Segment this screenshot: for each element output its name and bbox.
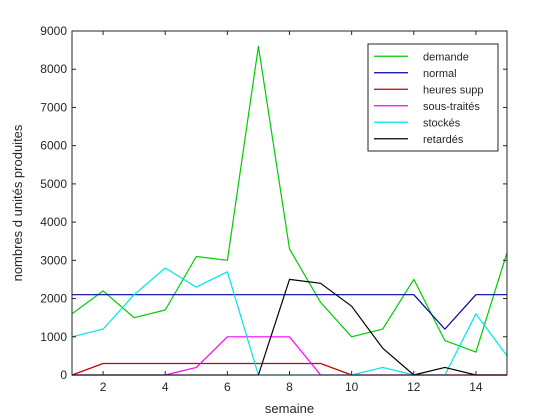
y-tick-label: 5000 [40,177,67,191]
y-tick-label: 0 [60,368,67,382]
legend-label: normal [423,68,457,80]
y-tick-label: 7000 [40,100,67,114]
y-tick-label: 2000 [40,292,67,306]
y-tick-label: 3000 [40,253,67,267]
x-tick-label: 14 [469,380,483,394]
x-tick-label: 6 [224,380,231,394]
y-tick-label: 9000 [40,24,67,38]
legend-label: heures supp [423,84,484,96]
legend-label: demande [423,51,469,63]
y-tick-label: 6000 [40,139,67,153]
y-tick-label: 8000 [40,62,67,76]
y-axis-label: nombres d unités produites [10,124,25,281]
y-tick-label: 1000 [40,330,67,344]
legend-label: stockés [423,117,461,129]
legend-label: retardés [423,134,464,146]
x-tick-label: 8 [286,380,293,394]
x-tick-label: 2 [100,380,107,394]
legend: demande normal heures supp sous-traités stoc… [368,44,498,151]
legend-label: sous-traités [423,101,480,113]
x-tick-label: 10 [345,380,359,394]
x-tick-label: 4 [162,380,169,394]
x-axis-label: semaine [265,401,314,416]
x-tick-label: 12 [407,380,421,394]
y-tick-label: 4000 [40,215,67,229]
